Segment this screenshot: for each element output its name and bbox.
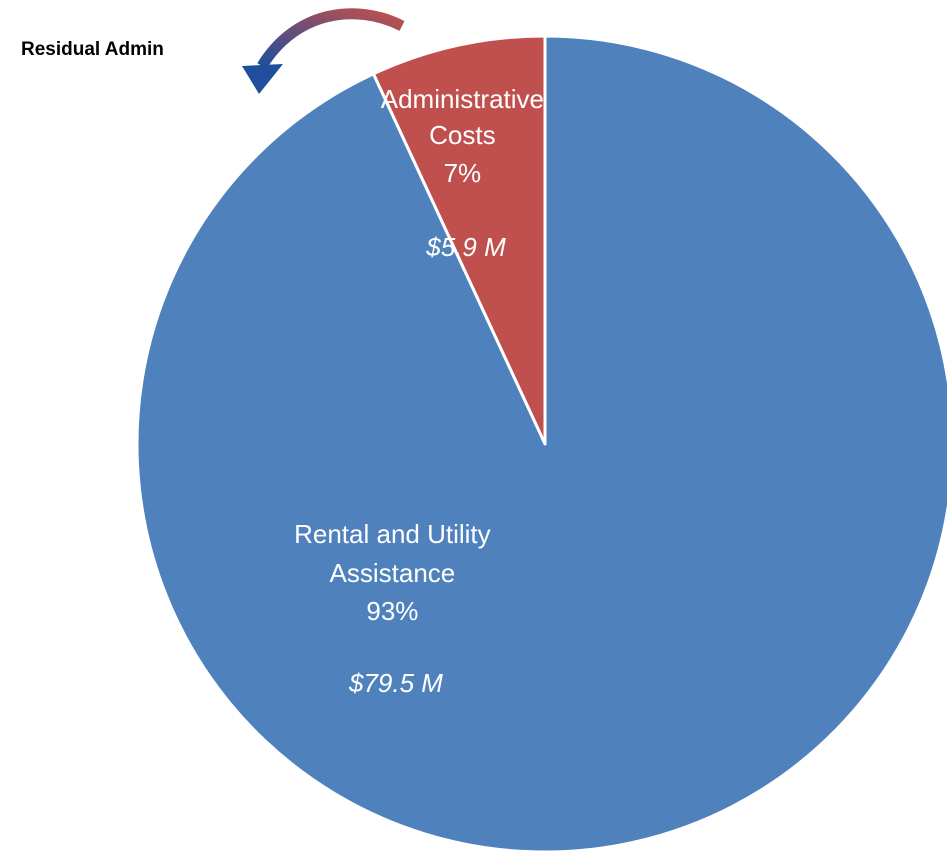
curved-arrow-icon (242, 8, 405, 94)
rental-percent-label: 93% (366, 596, 418, 626)
residual-admin-label: Residual Admin (21, 39, 164, 60)
admin-name-line-2: Costs (429, 120, 495, 150)
admin-amount-label: $5.9 M (425, 232, 506, 262)
pie-slice-rental-utility (135, 34, 947, 852)
rental-name-line-2: Assistance (330, 558, 456, 588)
rental-name-line-1: Rental and Utility (294, 519, 491, 549)
pie-slices (135, 34, 947, 852)
rental-slice-label: Rental and Utility Assistance 93% $79.5 … (294, 519, 498, 698)
rental-amount-label: $79.5 M (348, 668, 443, 698)
admin-percent-label: 7% (444, 158, 482, 188)
admin-name-line-1: Administrative (381, 84, 544, 114)
admin-slice-label: Administrative Costs 7% $5.9 M (381, 84, 552, 262)
pie-slice-administrative (371, 34, 547, 446)
